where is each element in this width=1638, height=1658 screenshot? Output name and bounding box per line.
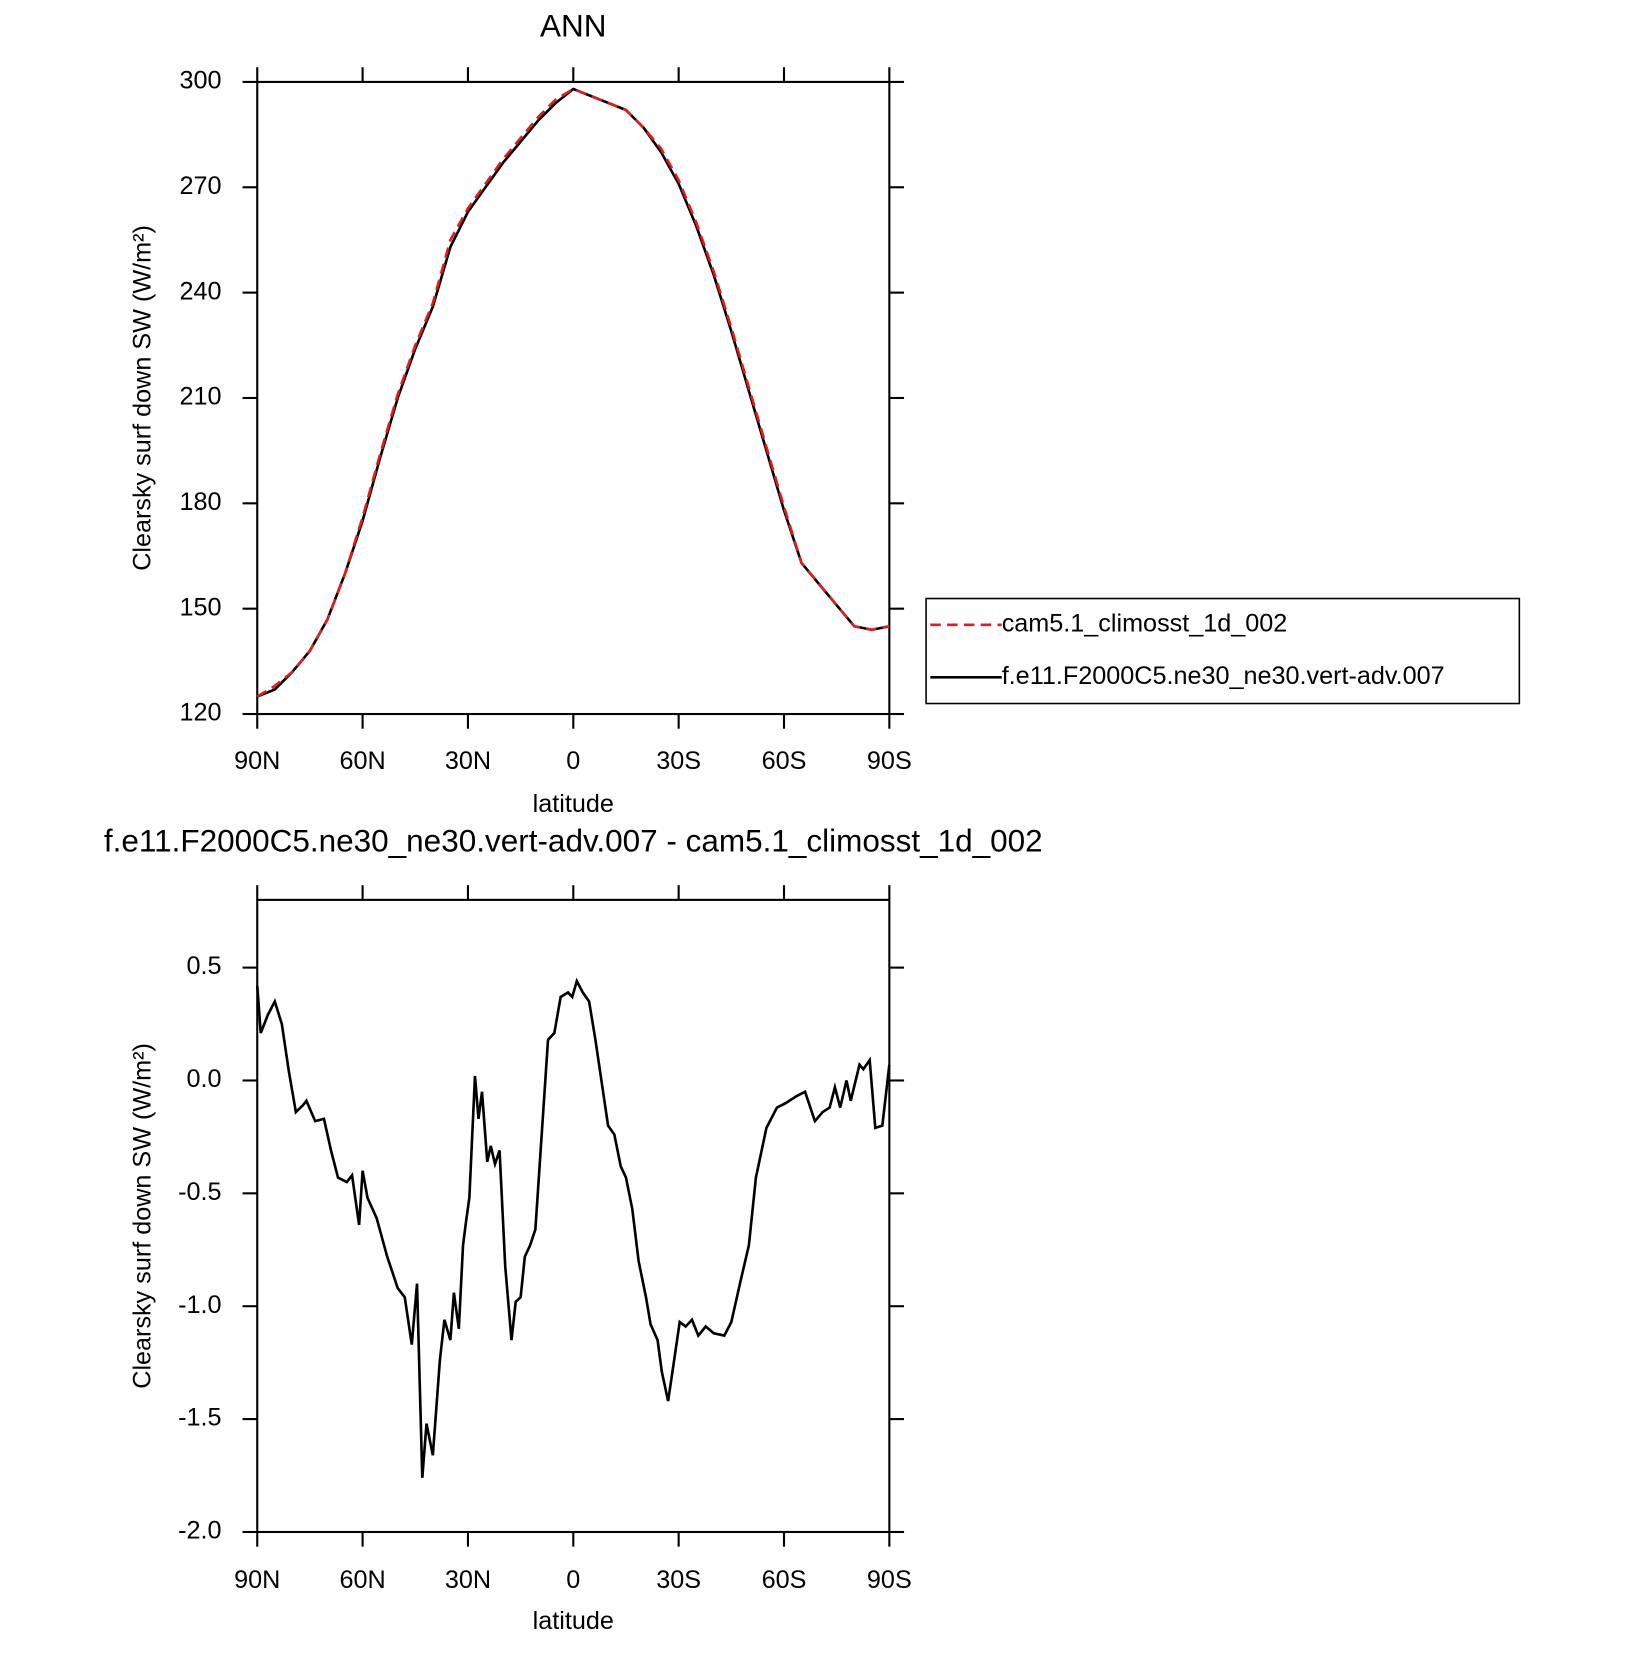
y-tick-label: 0.0 <box>187 1065 222 1093</box>
data-line <box>256 87 890 698</box>
x-axis-label: latitude <box>533 1607 614 1635</box>
x-tick-label: 90S <box>867 1566 912 1594</box>
plot-frame <box>256 898 891 1534</box>
data-line <box>256 87 890 698</box>
y-tick-label: -0.5 <box>178 1178 221 1206</box>
legend-box <box>925 597 1521 705</box>
y-tick-label: 210 <box>180 383 222 411</box>
legend-label: cam5.1_climosst_1d_002 <box>1002 609 1288 637</box>
legend-label: f.e11.F2000C5.ne30_ne30.vert-adv.007 <box>1002 662 1445 690</box>
x-tick-label: 90N <box>234 747 280 775</box>
x-tick-label: 90S <box>867 747 912 775</box>
y-tick-label: 150 <box>180 593 222 621</box>
y-tick-label: 0.5 <box>187 952 222 980</box>
plot-frame <box>256 80 891 716</box>
y-tick-label: -2.0 <box>178 1517 221 1545</box>
y-tick-label: -1.5 <box>178 1404 221 1432</box>
y-tick-label: 300 <box>180 67 222 95</box>
x-tick-label: 30N <box>445 1566 491 1594</box>
y-tick-label: 180 <box>180 488 222 516</box>
chart-title: f.e11.F2000C5.ne30_ne30.vert-adv.007 - c… <box>104 822 1043 858</box>
x-tick-label: 30S <box>656 747 701 775</box>
x-tick-label: 60S <box>762 747 807 775</box>
x-axis-label: latitude <box>533 790 614 818</box>
x-tick-label: 30N <box>445 747 491 775</box>
y-axis-label: Clearsky surf down SW (W/m²) <box>129 1043 157 1389</box>
y-axis-label: Clearsky surf down SW (W/m²) <box>129 225 157 571</box>
x-tick-label: 0 <box>566 1566 580 1594</box>
chart-title: ANN <box>540 8 606 44</box>
data-line <box>255 977 891 1478</box>
x-tick-label: 60S <box>762 1566 807 1594</box>
x-tick-label: 60N <box>339 1566 385 1594</box>
x-tick-label: 90N <box>234 1566 280 1594</box>
x-tick-label: 60N <box>339 747 385 775</box>
y-tick-label: -1.0 <box>178 1291 221 1319</box>
x-tick-label: 30S <box>656 1566 701 1594</box>
y-tick-label: 240 <box>180 277 222 305</box>
y-tick-label: 270 <box>180 172 222 200</box>
x-tick-label: 0 <box>566 747 580 775</box>
y-tick-label: 120 <box>180 699 222 727</box>
